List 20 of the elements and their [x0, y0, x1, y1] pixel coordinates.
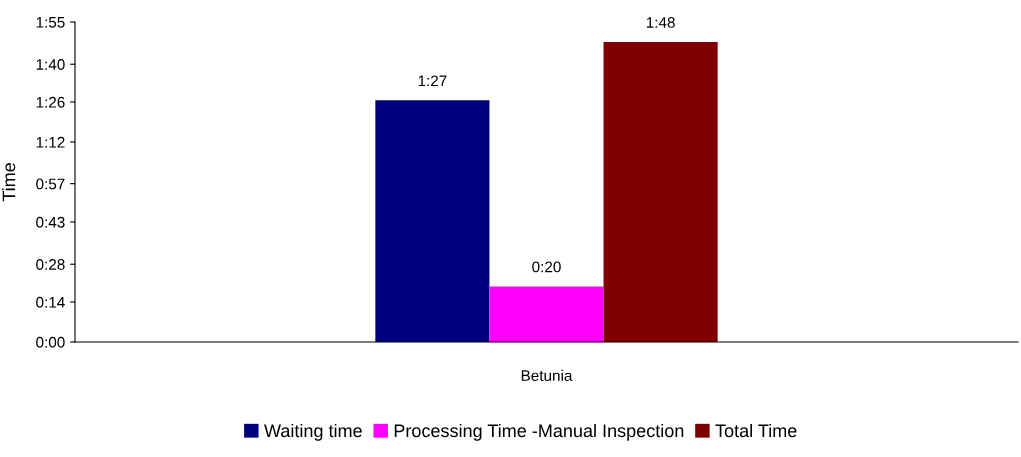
- y-tick-label: 0:57: [36, 178, 65, 190]
- bar: [375, 100, 490, 342]
- bar: [489, 286, 604, 342]
- data-label: 0:20: [532, 261, 561, 273]
- y-tick-label: 0:00: [36, 336, 65, 348]
- legend-label: Total Time: [715, 423, 797, 438]
- legend-label: Waiting time: [264, 423, 362, 441]
- y-axis-title: Time: [2, 163, 16, 202]
- data-label: 1:48: [646, 17, 675, 28]
- legend-label: Processing Time -Manual Inspection: [394, 423, 684, 441]
- x-tick-label: Betunia: [521, 369, 573, 381]
- y-tick-label: 1:12: [36, 136, 65, 148]
- y-tick-label: 1:26: [36, 96, 65, 108]
- y-tick-label: 0:43: [36, 216, 65, 228]
- y-tick-label: 0:14: [36, 296, 65, 308]
- y-tick-label: 1:55: [36, 17, 65, 28]
- y-tick-label: 0:28: [36, 259, 65, 270]
- bar: [603, 42, 718, 342]
- y-tick-label: 1:40: [36, 59, 65, 70]
- data-label: 1:27: [418, 75, 447, 87]
